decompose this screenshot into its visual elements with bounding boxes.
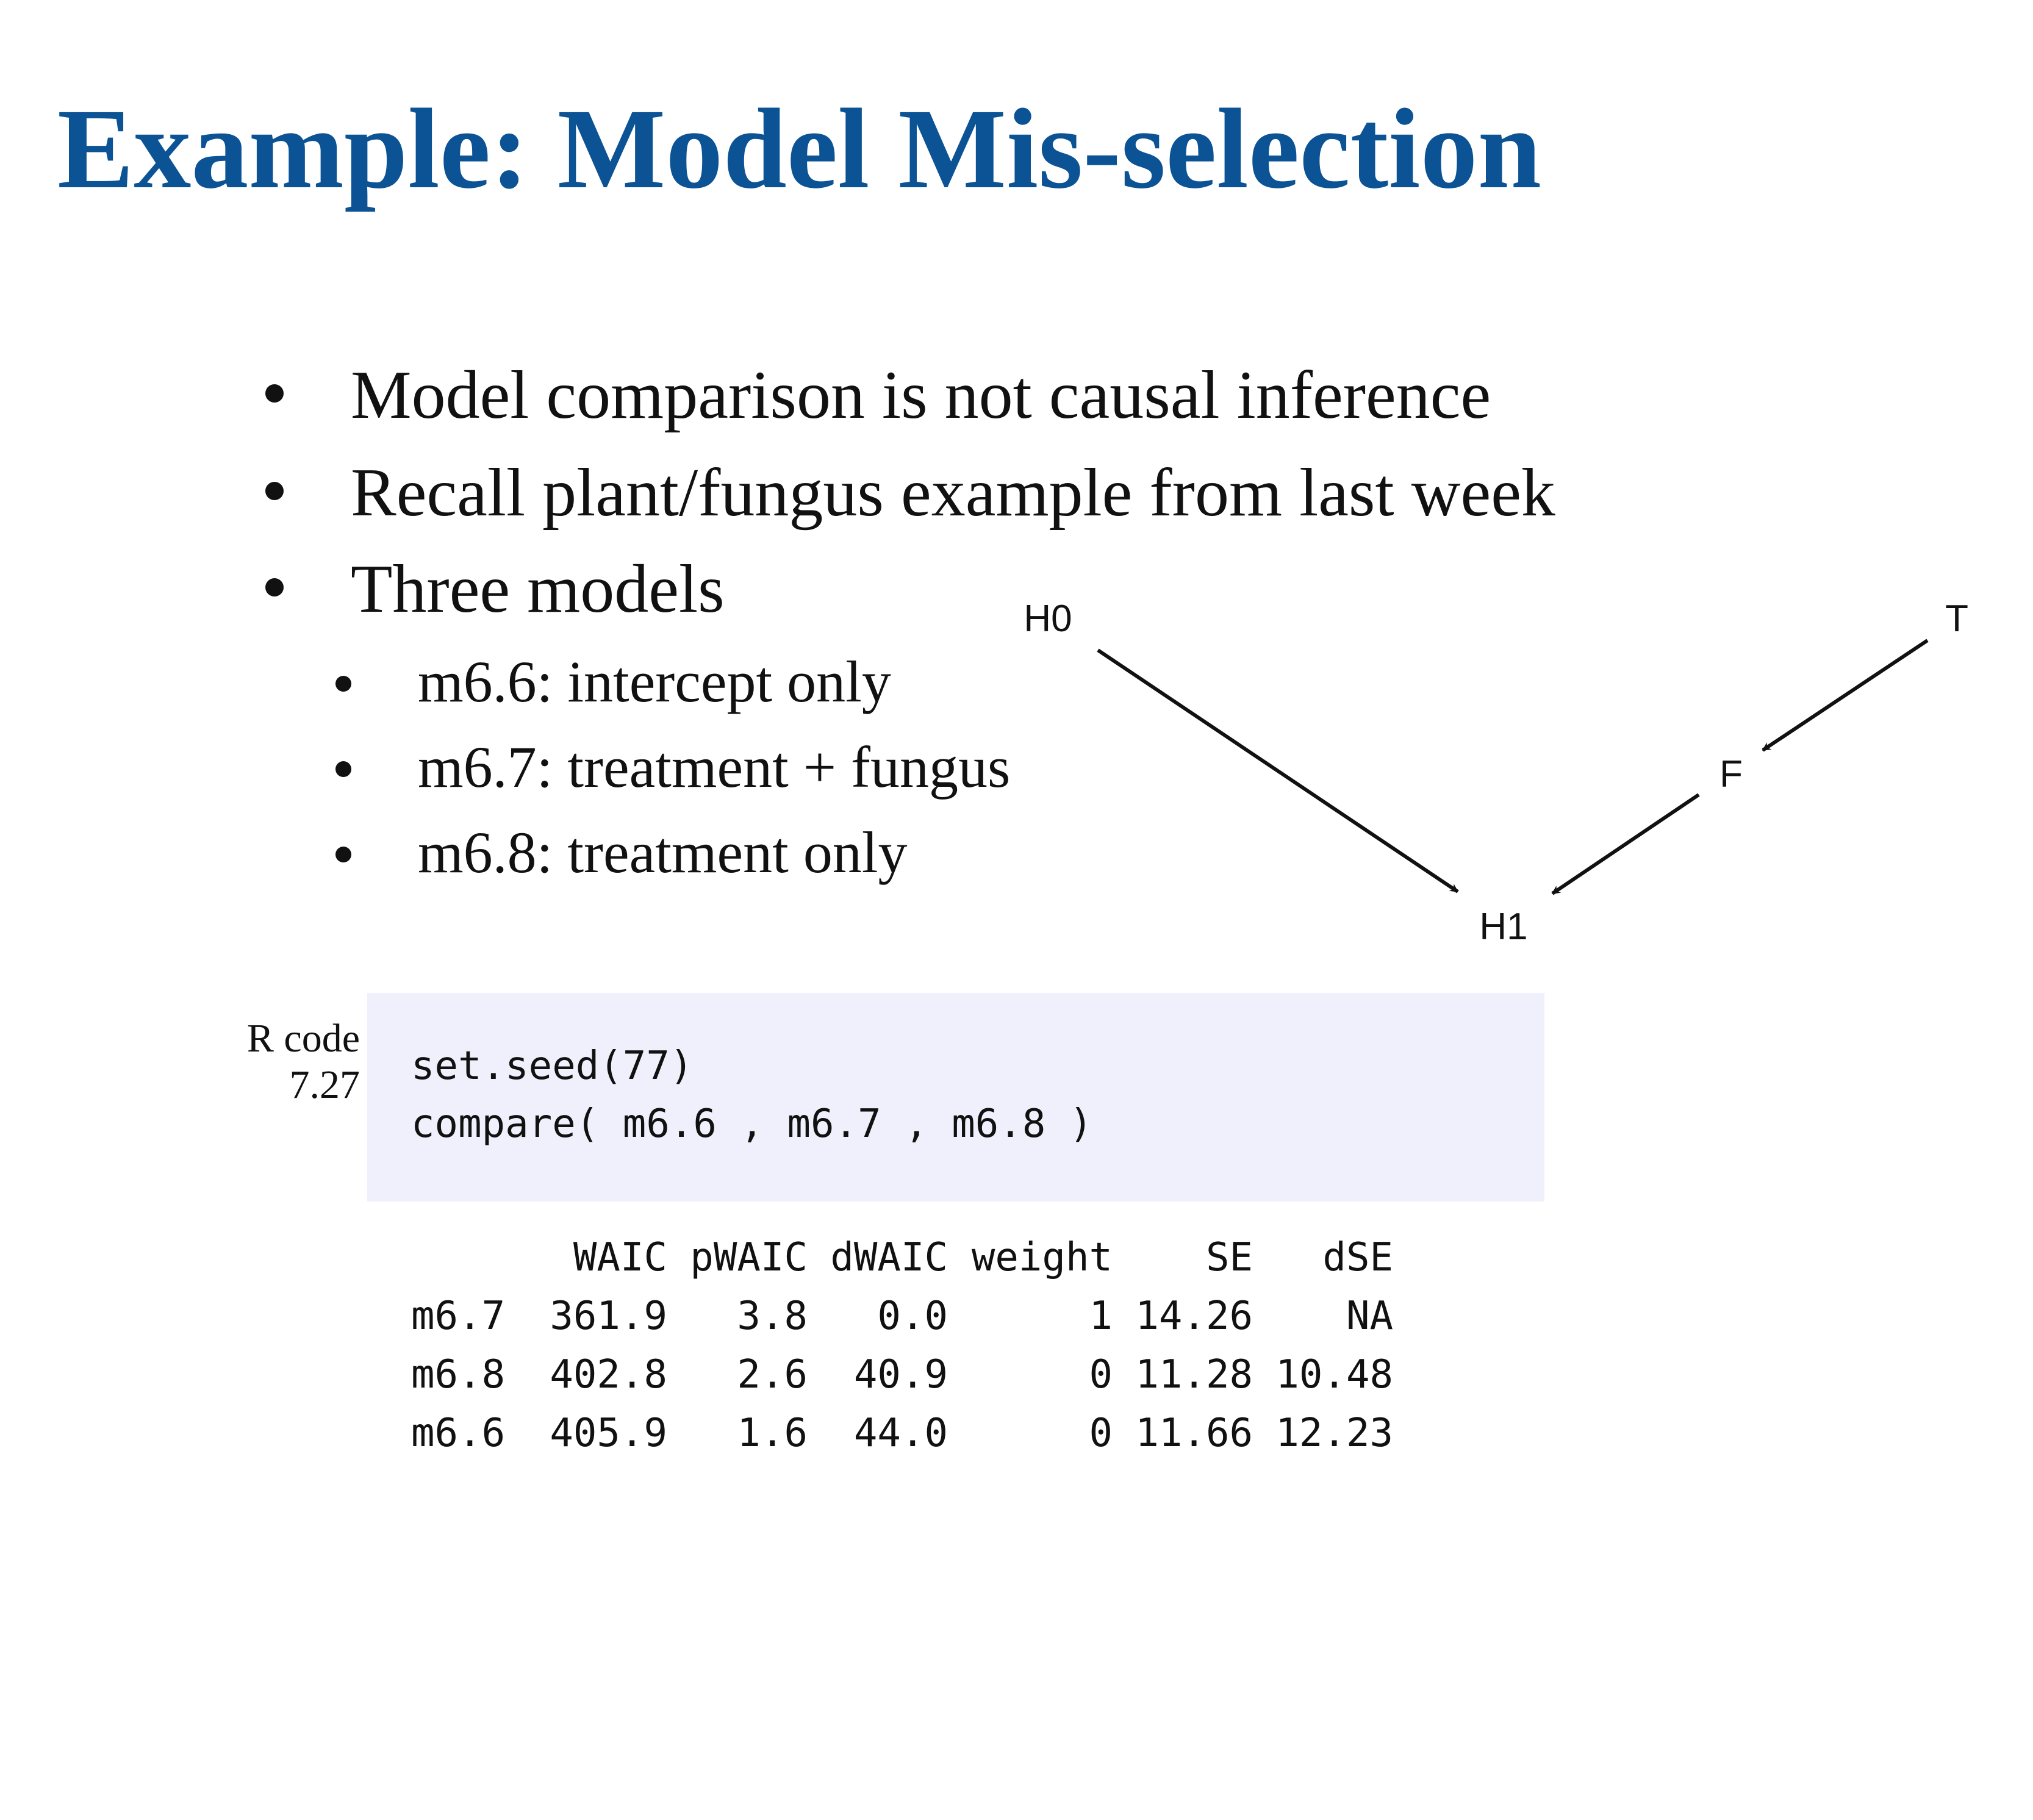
output-table: WAIC pWAIC dWAIC weight SE dSE m6.7 361.… (411, 1238, 1393, 1472)
bullet-dot-icon (265, 384, 284, 403)
table-header-row: WAIC pWAIC dWAIC weight SE dSE (411, 1238, 1393, 1297)
table-header: pWAIC (690, 1235, 808, 1280)
bullet-dot-icon (265, 482, 284, 500)
dag-node-f: F (1719, 753, 1743, 795)
table-header: dWAIC (830, 1235, 948, 1280)
bullet-item: Recall plant/fungus example from last we… (265, 459, 1555, 527)
table-row: m6.8 402.8 2.6 40.9 0 11.28 10.48 (411, 1352, 1393, 1414)
bullet-text: Three models (351, 551, 725, 627)
table-cell: NA (1346, 1294, 1393, 1339)
table-header: weight (971, 1235, 1113, 1280)
bullet-dot-icon (335, 761, 351, 777)
table-cell: 405.9 (550, 1411, 667, 1456)
sub-bullet-text: m6.8: treatment only (418, 820, 908, 885)
table-cell: 44.0 (853, 1411, 948, 1456)
table-cell: 1 (1089, 1294, 1113, 1339)
sub-bullet-text: m6.6: intercept only (418, 649, 891, 714)
code-line: set.seed(77) (411, 1044, 694, 1089)
bullet-item: Model comparison is not causal inference (265, 361, 1491, 429)
dag-diagram: H0 T F H1 (1024, 598, 1968, 948)
table-cell: 361.9 (550, 1294, 667, 1339)
dag-edge-f-h1 (1551, 793, 1700, 895)
code-line: compare( m6.6 , m6.7 , m6.8 ) (411, 1102, 1093, 1147)
bullet-dot-icon (335, 676, 351, 692)
code-label-line: R code (246, 1016, 360, 1061)
dag-node-t: T (1945, 598, 1968, 640)
sub-bullet-item: m6.8: treatment only (335, 820, 908, 885)
table-cell: 11.28 (1135, 1352, 1253, 1397)
code-block: set.seed(77) compare( m6.6 , m6.7 , m6.8… (367, 993, 1544, 1202)
table-cell: 402.8 (550, 1352, 667, 1397)
bullet-dot-icon (265, 578, 284, 597)
table-cell: 0 (1089, 1411, 1113, 1456)
table-cell: 11.66 (1135, 1411, 1253, 1456)
table-header: WAIC (573, 1235, 667, 1280)
code-label-number: 7.27 (289, 1062, 360, 1107)
table-cell: 1.6 (737, 1411, 808, 1456)
table-cell: 2.6 (737, 1352, 808, 1397)
table-cell: 14.26 (1135, 1294, 1253, 1339)
bullet-text: Model comparison is not causal inference (351, 357, 1491, 433)
dag-edge-h0-h1 (1097, 648, 1459, 894)
dag-node-h0: H0 (1024, 598, 1072, 640)
code-label: R code 7.27 (201, 1016, 360, 1108)
table-cell: 0 (1089, 1352, 1113, 1397)
table-header: SE (1205, 1235, 1253, 1280)
dag-edge-t-f (1762, 639, 1929, 752)
sub-bullet-text: m6.7: treatment + fungus (418, 734, 1011, 800)
dag-node-h1: H1 (1479, 906, 1527, 948)
table-cell-model: m6.7 (411, 1294, 506, 1339)
table-row: m6.6 405.9 1.6 44.0 0 11.66 12.23 (411, 1411, 1393, 1472)
table-row: m6.7 361.9 3.8 0.0 1 14.26 NA (411, 1294, 1393, 1355)
bullet-text: Recall plant/fungus example from last we… (351, 455, 1555, 531)
table-cell: 0.0 (877, 1294, 948, 1339)
sub-bullet-item: m6.6: intercept only (335, 653, 891, 711)
table-cell: 3.8 (737, 1294, 808, 1339)
table-header: dSE (1322, 1235, 1393, 1280)
bullet-item: Three models (265, 555, 725, 623)
table-cell-model: m6.8 (411, 1352, 506, 1397)
slide-title: Example: Model Mis-selection (57, 85, 1542, 212)
sub-bullet-item: m6.7: treatment + fungus (335, 738, 1010, 797)
table-cell: 40.9 (853, 1352, 948, 1397)
bullet-dot-icon (335, 847, 351, 862)
table-cell-model: m6.6 (411, 1411, 506, 1456)
table-cell: 10.48 (1275, 1352, 1393, 1397)
table-cell: 12.23 (1275, 1411, 1393, 1456)
